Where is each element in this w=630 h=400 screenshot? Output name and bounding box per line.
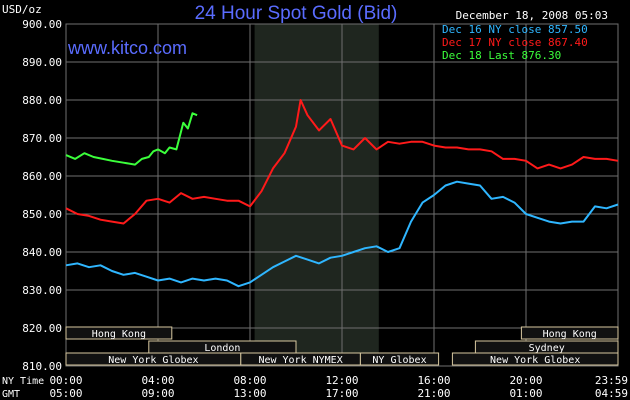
x-tick-label-gmt: 17:00 bbox=[325, 387, 358, 400]
session-label: Hong Kong bbox=[92, 329, 146, 340]
session-label: New York NYMEX bbox=[258, 355, 342, 366]
x-tick-label-ny: 00:00 bbox=[49, 374, 82, 387]
legend: Dec 16 NY close 857.50 Dec 17 NY close 8… bbox=[442, 23, 588, 62]
session-box bbox=[451, 352, 619, 366]
x-tick-label-gmt: 09:00 bbox=[141, 387, 174, 400]
series-layer bbox=[65, 99, 619, 288]
legend-dec17: Dec 17 NY close 867.40 bbox=[442, 36, 588, 49]
session-box bbox=[65, 326, 173, 340]
y-tick-label: 880.00 bbox=[22, 94, 62, 107]
y-tick-label: 840.00 bbox=[22, 246, 62, 259]
session-label: New York Globex bbox=[108, 355, 198, 366]
x-tick-label-gmt: 05:00 bbox=[49, 387, 82, 400]
gmt-axis-label: GMT bbox=[2, 389, 20, 400]
chart-title: 24 Hour Spot Gold (Bid) bbox=[195, 3, 398, 24]
series-line-dec16 bbox=[65, 180, 619, 288]
x-tick-label-ny: 16:00 bbox=[417, 374, 450, 387]
y-tick-labels: 900.00 890.00 880.00 870.00 860.00 850.00 840.… bbox=[22, 18, 62, 373]
session-box bbox=[520, 326, 619, 340]
series-line-dec17 bbox=[65, 99, 619, 225]
y-tick-label: 890.00 bbox=[22, 56, 62, 69]
legend-dec18: Dec 18 Last 876.30 bbox=[442, 49, 561, 62]
x-tick-label-ny: 20:00 bbox=[509, 374, 542, 387]
y-tick-label: 870.00 bbox=[22, 132, 62, 145]
session-label: New York Globex bbox=[490, 355, 580, 366]
date-label: December 18, 2008 05:03 bbox=[456, 9, 608, 22]
plot-frame bbox=[65, 23, 619, 367]
session-label: London bbox=[204, 343, 240, 354]
session-label: NY Globex bbox=[372, 355, 426, 366]
y-tick-label: 860.00 bbox=[22, 170, 62, 183]
y-tick-label: 830.00 bbox=[22, 284, 62, 297]
x-tick-label-gmt: 04:59 bbox=[595, 387, 628, 400]
session-label: Hong Kong bbox=[543, 329, 597, 340]
y-axis-unit: USD/oz bbox=[2, 3, 42, 16]
y-tick-label: 810.00 bbox=[22, 360, 62, 373]
ny-time-axis-label: NY Time bbox=[2, 376, 44, 387]
session-box bbox=[359, 352, 440, 366]
x-tick-label-ny: 12:00 bbox=[325, 374, 358, 387]
x-tick-label-gmt: 21:00 bbox=[417, 387, 450, 400]
x-tick-label-ny: 08:00 bbox=[233, 374, 266, 387]
y-tick-label: 900.00 bbox=[22, 18, 62, 31]
x-tick-label-ny: 04:00 bbox=[141, 374, 174, 387]
x-tick-label-ny: 23:59 bbox=[595, 374, 628, 387]
x-tick-label-gmt: 01:00 bbox=[509, 387, 542, 400]
y-tick-label: 820.00 bbox=[22, 322, 62, 335]
x-tick-label-gmt: 13:00 bbox=[233, 387, 266, 400]
market-hours-band bbox=[254, 24, 379, 366]
legend-dec16: Dec 16 NY close 857.50 bbox=[442, 23, 588, 36]
series-line-dec18 bbox=[65, 112, 198, 166]
session-label: Sydney bbox=[529, 343, 565, 354]
y-tick-label: 850.00 bbox=[22, 208, 62, 221]
website-label: www.kitco.com bbox=[67, 38, 187, 58]
